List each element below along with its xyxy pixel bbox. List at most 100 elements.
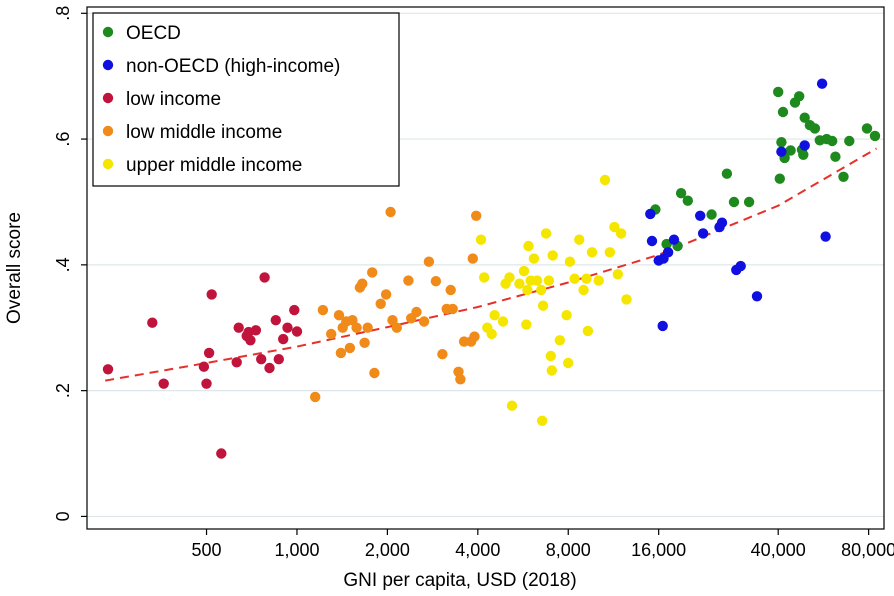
point-low-middle-income [369,367,380,379]
point-low-income [147,317,158,328]
point-upper-middle-income [612,269,623,280]
x-tick-label: 80,000 [841,540,894,560]
point-non-oecd-high-income [662,247,674,258]
point-low-income [198,361,210,372]
point-upper-middle-income [545,350,556,362]
point-low-middle-income [467,253,478,264]
point-low-income [259,272,270,283]
point-low-middle-income [418,316,430,327]
point-upper-middle-income [475,234,487,245]
point-non-oecd-high-income [645,208,656,220]
point-oecd [675,188,687,199]
point-upper-middle-income [546,365,557,376]
point-low-income [245,335,256,346]
point-low-income [233,322,244,333]
point-upper-middle-income [599,174,611,186]
y-tick-label: .6 [53,132,73,147]
y-tick-label: .4 [53,257,73,272]
point-low-income [273,354,284,365]
point-oecd [706,209,717,220]
point-low-middle-income [385,206,396,218]
point-low-middle-income [375,298,386,309]
point-non-oecd-high-income [735,260,746,272]
point-upper-middle-income [564,256,576,267]
legend-label: low middle income [126,122,282,143]
point-upper-middle-income [540,228,552,239]
point-low-income [216,448,227,459]
point-upper-middle-income [514,278,525,289]
point-low-income [264,362,275,374]
point-low-income [289,304,300,316]
point-upper-middle-income [621,294,632,305]
legend-box [92,12,400,187]
point-low-middle-income [362,322,373,333]
point-low-middle-income [455,374,466,385]
point-low-income [282,322,293,333]
point-upper-middle-income [554,335,565,346]
point-oecd [743,196,755,208]
point-oecd [861,123,873,134]
point-upper-middle-income [578,284,589,296]
x-tick-label: 1,000 [274,540,319,560]
point-low-income [256,354,267,365]
point-low-income [203,347,215,359]
point-upper-middle-income [547,250,558,261]
y-tick-label: 0 [53,511,73,521]
plot-frame [86,6,885,530]
x-tick-label: 40,000 [751,540,806,560]
point-upper-middle-income [593,275,604,286]
point-upper-middle-income [543,275,555,286]
point-oecd [798,149,809,160]
point-low-middle-income [359,337,370,348]
point-non-oecd-high-income [820,231,831,242]
point-oecd [776,137,787,148]
point-non-oecd-high-income [657,320,668,332]
x-tick-label: 8,000 [546,540,591,560]
point-upper-middle-income [537,415,548,426]
point-low-middle-income [437,349,448,360]
point-oecd [844,135,855,147]
point-non-oecd-high-income [646,235,658,247]
point-low-middle-income [380,289,392,300]
legend-marker [102,158,114,170]
point-upper-middle-income [609,221,620,233]
point-upper-middle-income [486,328,497,340]
y-tick-label: .8 [53,6,73,21]
point-upper-middle-income [615,228,627,239]
point-low-middle-income [317,304,329,316]
point-oecd [773,86,784,98]
point-upper-middle-income [563,357,574,369]
point-oecd [777,106,789,118]
point-low-middle-income [471,210,482,221]
point-low-income [231,357,242,368]
point-upper-middle-income [604,247,615,258]
point-low-middle-income [445,284,456,296]
point-non-oecd-high-income [668,234,680,245]
point-upper-middle-income [528,253,540,264]
point-upper-middle-income [569,273,580,284]
legend-label: low income [126,89,221,110]
point-oecd [809,123,821,134]
axes: 0 .2 .4 .6 .8 500 1,000 2,000 4,000 8,000 16,000 40… [53,6,894,560]
x-tick-label: 2,000 [365,540,410,560]
point-oecd [799,112,810,123]
point-low-middle-income [333,310,345,321]
point-oecd [838,171,849,182]
point-low-income [206,289,217,300]
point-non-oecd-high-income [799,140,810,151]
point-upper-middle-income [586,247,598,258]
point-low-income [291,326,303,337]
legend-marker [102,92,114,104]
point-low-middle-income [367,267,378,278]
point-non-oecd-high-income [697,228,709,239]
point-upper-middle-income [479,272,490,283]
point-low-middle-income [391,322,402,333]
point-low-income [158,378,169,389]
y-axis-title: Overall score [4,212,25,324]
point-non-oecd-high-income [776,146,787,157]
point-oecd [814,135,825,146]
point-oecd [785,145,796,156]
point-oecd [827,135,838,147]
